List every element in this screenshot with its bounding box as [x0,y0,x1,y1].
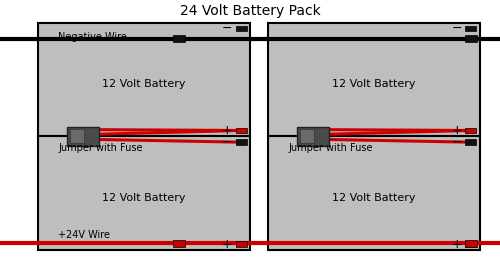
Text: +24V Wire: +24V Wire [58,230,110,240]
Text: +: + [222,238,232,251]
Text: 24 Volt Battery Pack: 24 Volt Battery Pack [180,4,320,18]
Text: −: − [222,136,232,149]
Text: 12 Volt Battery: 12 Volt Battery [102,79,186,89]
Bar [236,127,246,133]
Bar [466,127,476,133]
Text: +: + [222,124,232,137]
Bar [268,23,480,136]
Bar [466,139,476,145]
Text: Jumper with Fuse: Jumper with Fuse [288,143,372,153]
Text: −: − [452,136,462,149]
Bar [300,130,314,143]
Text: Negative Wire: Negative Wire [58,32,127,42]
Text: −: − [222,22,232,35]
Bar [465,240,477,247]
Text: 12 Volt Battery: 12 Volt Battery [102,193,186,203]
Bar [236,241,246,247]
Bar [297,127,329,146]
Bar [38,23,250,136]
Bar [268,136,480,250]
Bar [236,139,246,145]
Text: 12 Volt Battery: 12 Volt Battery [332,79,416,89]
Text: +: + [452,238,462,251]
Text: +: + [452,124,462,137]
Bar [466,241,476,247]
Bar [70,130,84,143]
Bar [466,26,476,31]
Text: −: − [452,22,462,35]
Bar [236,26,246,31]
Bar [173,240,185,247]
Bar [465,35,477,42]
Bar [66,127,99,146]
Text: 12 Volt Battery: 12 Volt Battery [332,193,416,203]
Text: Jumper with Fuse: Jumper with Fuse [58,143,142,153]
Bar [38,136,250,250]
Bar [173,35,185,42]
